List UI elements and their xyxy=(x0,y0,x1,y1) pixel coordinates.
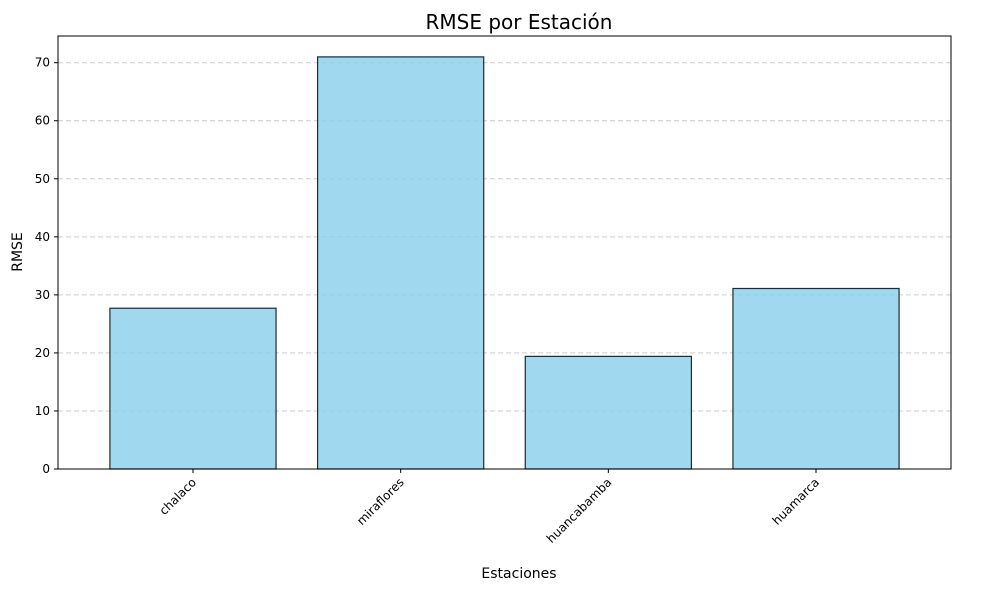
y-tick-label: 60 xyxy=(35,114,50,128)
y-tick-label: 10 xyxy=(35,404,50,418)
x-axis-ticks: chalaco miraflores huancabamba huamarca xyxy=(157,469,822,546)
bar-huamarca xyxy=(732,287,900,470)
y-tick-label: 70 xyxy=(35,56,50,70)
bar-miraflores xyxy=(316,56,485,470)
y-tick-label: 50 xyxy=(35,172,50,186)
y-tick-label: 40 xyxy=(35,230,50,244)
y-tick-label: 0 xyxy=(42,462,50,476)
bar-huancabamba xyxy=(524,355,693,470)
y-axis-label: RMSE xyxy=(10,232,26,272)
bar-chalaco xyxy=(109,307,277,470)
x-tick-label: huamarca xyxy=(770,475,822,527)
y-tick-label: 30 xyxy=(35,288,50,302)
y-tick-label: 20 xyxy=(35,346,50,360)
x-tick-label: huancabamba xyxy=(544,475,615,546)
bars xyxy=(109,56,900,470)
x-tick-label: chalaco xyxy=(157,475,200,518)
plot-frame xyxy=(57,35,952,470)
x-tick-label: miraflores xyxy=(354,475,407,528)
chart-title: RMSE por Estación xyxy=(426,10,613,34)
y-axis-ticks: 0 10 20 30 40 50 60 70 xyxy=(35,56,58,476)
x-axis-label: Estaciones xyxy=(481,566,556,582)
